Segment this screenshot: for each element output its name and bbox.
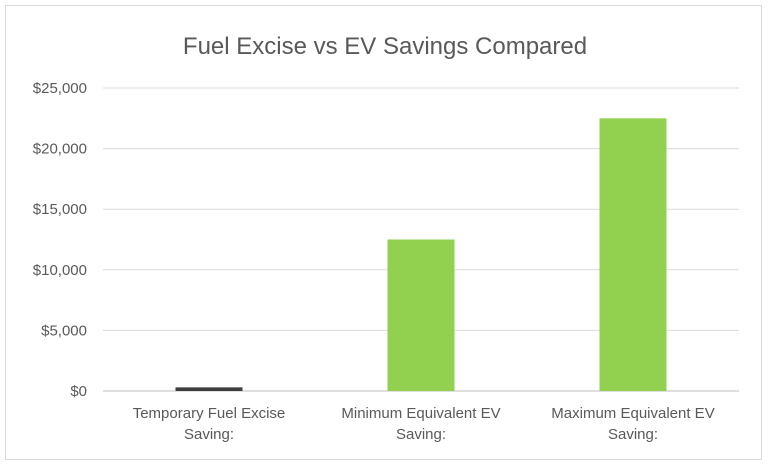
y-tick-label: $20,000 xyxy=(33,141,87,158)
chart-title: Fuel Excise vs EV Savings Compared xyxy=(183,33,587,60)
x-category-label: Saving: xyxy=(396,426,446,443)
x-category-label: Temporary Fuel Excise xyxy=(133,405,286,422)
x-category-label: Minimum Equivalent EV xyxy=(341,405,500,422)
bar xyxy=(387,239,455,391)
bar xyxy=(599,118,667,392)
y-tick-label: $15,000 xyxy=(33,201,87,218)
y-tick-label: $10,000 xyxy=(33,262,87,279)
x-category-label: Saving: xyxy=(608,426,658,443)
x-category-label: Saving: xyxy=(184,426,234,443)
y-tick-label: $5,000 xyxy=(41,322,87,339)
x-axis-categories: Temporary Fuel Excise Saving: Minimum Equi… xyxy=(133,405,715,443)
bar xyxy=(175,387,243,391)
y-tick-label: $0 xyxy=(70,383,87,400)
y-tick-label: $25,000 xyxy=(33,80,87,97)
bars xyxy=(175,118,667,392)
y-axis-ticks: $0 $5,000 $10,000 $15,000 $20,000 $25,000 xyxy=(33,80,87,400)
x-category-label: Maximum Equivalent EV xyxy=(551,405,714,422)
